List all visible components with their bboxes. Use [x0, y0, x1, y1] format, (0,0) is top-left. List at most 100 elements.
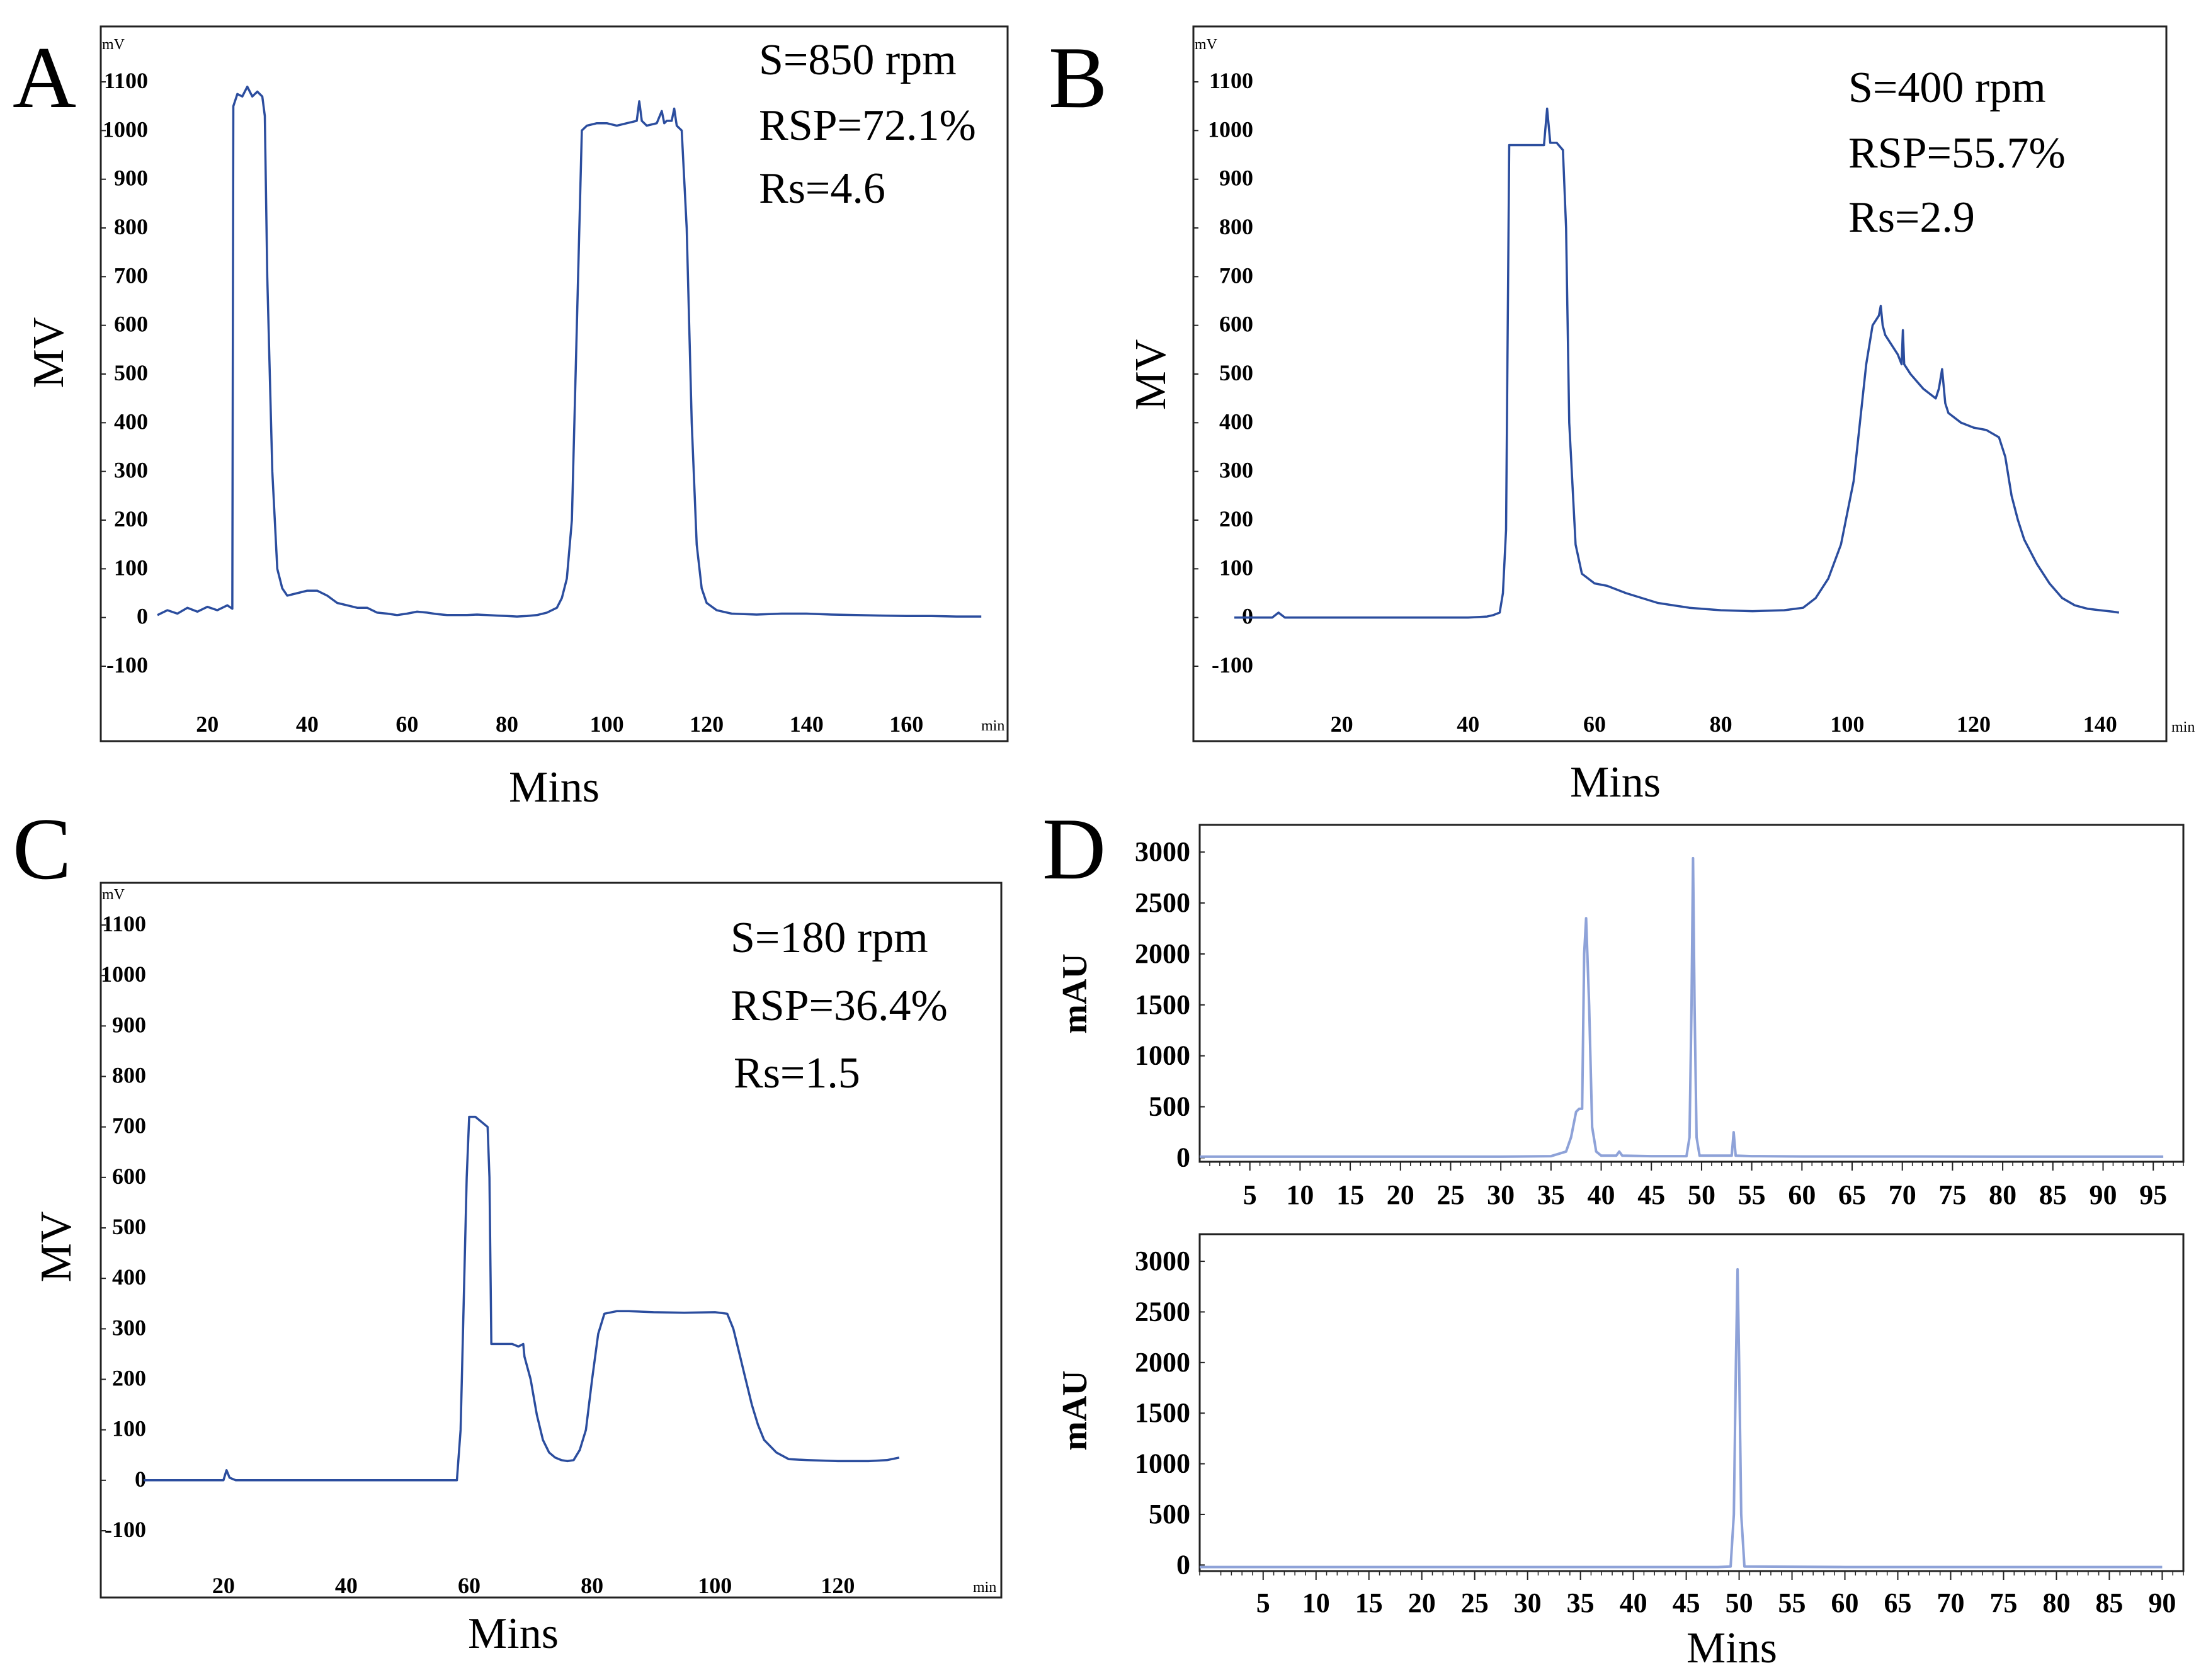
y-tick-label: 1000 [1135, 1040, 1190, 1071]
panel-a-annotation-rsp: RSP=72.1% [759, 101, 976, 150]
panel-c-y-label: MV [32, 1212, 81, 1283]
y-tick-label: 500 [1219, 360, 1253, 385]
y-tick-label: 200 [112, 1366, 146, 1391]
x-tick-label: 15 [1336, 1179, 1364, 1210]
panel-d-bottom-frame [1198, 1233, 2185, 1572]
x-tick-label: 100 [698, 1573, 732, 1598]
x-tick-label: 25 [1461, 1587, 1489, 1618]
y-tick-label: 800 [112, 1063, 146, 1088]
y-tick-label: 0 [1176, 1142, 1190, 1173]
x-tick-label: 40 [335, 1573, 358, 1598]
y-tick-label: 500 [1149, 1091, 1190, 1122]
x-tick-label: 25 [1436, 1179, 1464, 1210]
y-tick-label: -100 [1212, 652, 1253, 678]
x-tick-label: 5 [1256, 1587, 1270, 1618]
panel-a-y-label: MV [25, 317, 73, 389]
y-tick-label: 2000 [1135, 1347, 1190, 1378]
panel-d-letter: D [1042, 800, 1106, 898]
x-tick-label: 55 [1738, 1179, 1766, 1210]
y-tick-label: 100 [112, 1416, 146, 1441]
panel-c-letter: C [13, 800, 71, 898]
y-tick-label: 0 [135, 1467, 146, 1492]
x-tick-label: 120 [690, 712, 724, 737]
x-tick-label: 30 [1487, 1179, 1515, 1210]
panel-a-frame [100, 25, 1009, 742]
panel-b-letter: B [1049, 29, 1107, 127]
panel-c-frame [100, 882, 1003, 1599]
x-tick-label: 70 [1937, 1587, 1964, 1618]
x-tick-label: 160 [889, 712, 923, 737]
y-tick-label: 500 [112, 1214, 146, 1239]
x-tick-label: 5 [1243, 1179, 1257, 1210]
panel-b-x-unit: min [2171, 719, 2195, 735]
x-tick-label: 90 [2148, 1587, 2176, 1618]
y-tick-label: 400 [112, 1264, 146, 1290]
panel-d-top-series-line [1200, 856, 2164, 1158]
x-tick-label: 80 [496, 712, 518, 737]
panel-a-annotation-speed: S=850 rpm [759, 36, 957, 84]
y-tick-label: 600 [1219, 312, 1253, 337]
panel-d-bottom-y-ticks: 0 500 1000 1500 2000 2500 3000 [1135, 1246, 1205, 1580]
y-tick-label: 0 [1176, 1549, 1190, 1580]
panel-b-y-label: MV [1127, 339, 1175, 411]
y-tick-label: 1100 [1209, 68, 1253, 93]
panel-a-annotation-rs: Rs=4.6 [759, 164, 885, 213]
y-tick-label: 1000 [101, 962, 146, 987]
y-tick-label: 900 [1219, 166, 1253, 191]
x-tick-label: 40 [1588, 1179, 1615, 1210]
y-tick-label: 900 [114, 166, 148, 191]
x-tick-label: 20 [1331, 712, 1353, 737]
y-tick-label: 1000 [1208, 116, 1253, 142]
panel-b-series-line [1234, 107, 2120, 619]
x-tick-label: 20 [212, 1573, 235, 1598]
panel-a-letter: A [13, 29, 76, 127]
panel-c: C mV min -100 0 100 200 300 400 500 600 700 800 90… [13, 800, 1003, 1658]
panel-c-annotation-speed: S=180 rpm [731, 914, 928, 962]
panel-b-y-ticks: -100 0 100 200 300 400 500 600 700 800 900 1000 1100 [1193, 68, 1253, 678]
x-tick-label: 60 [458, 1573, 481, 1598]
panel-a-y-ticks: -100 0 100 200 300 400 500 600 700 800 900 1000 1100 [101, 68, 148, 678]
panel-d-bottom-series-line [1200, 1268, 2163, 1569]
x-tick-label: 40 [296, 712, 319, 737]
y-tick-label: 2500 [1135, 887, 1190, 918]
x-tick-label: 80 [2042, 1587, 2070, 1618]
panel-d-top-y-label: mAU [1055, 953, 1095, 1034]
y-tick-label: 3000 [1135, 1246, 1190, 1276]
x-tick-label: 95 [2139, 1179, 2167, 1210]
y-tick-label: 300 [112, 1315, 146, 1340]
panel-a-y-unit: mV [102, 37, 125, 53]
panel-c-x-ticks: 20 40 60 80 100 120 [212, 1573, 855, 1598]
y-tick-label: 400 [114, 409, 148, 434]
x-tick-label: 120 [821, 1573, 855, 1598]
y-tick-label: -100 [105, 1517, 146, 1542]
x-tick-label: 70 [1889, 1179, 1916, 1210]
y-tick-label: 1500 [1135, 1397, 1190, 1428]
y-tick-label: 1100 [102, 911, 146, 936]
x-tick-label: 60 [1583, 712, 1606, 737]
panel-a: A mV min -100 0 100 200 300 400 500 600 700 800 90… [13, 25, 1009, 812]
x-tick-label: 40 [1457, 712, 1479, 737]
panel-b-annotation-speed: S=400 rpm [1848, 64, 2046, 112]
panel-a-x-label: Mins [509, 763, 600, 812]
panel-a-x-unit: min [981, 718, 1004, 734]
y-tick-label: 400 [1219, 409, 1253, 434]
panel-c-series-line [144, 1115, 900, 1482]
y-tick-label: -100 [106, 652, 148, 678]
x-tick-label: 15 [1355, 1587, 1383, 1618]
y-tick-label: 700 [112, 1113, 146, 1138]
y-tick-label: 700 [1219, 263, 1253, 288]
x-tick-label: 100 [1830, 712, 1864, 737]
x-tick-label: 80 [1710, 712, 1732, 737]
y-tick-label: 2500 [1135, 1296, 1190, 1327]
y-tick-label: 1000 [103, 116, 148, 142]
y-tick-label: 600 [112, 1164, 146, 1189]
x-tick-label: 20 [196, 712, 219, 737]
y-tick-label: 1100 [104, 68, 148, 93]
x-tick-label: 50 [1688, 1179, 1715, 1210]
panel-d-bottom-y-label: mAU [1055, 1370, 1095, 1451]
panel-a-series-line [157, 85, 982, 618]
y-tick-label: 900 [112, 1012, 146, 1037]
panel-d-x-label: Mins [1686, 1624, 1777, 1672]
